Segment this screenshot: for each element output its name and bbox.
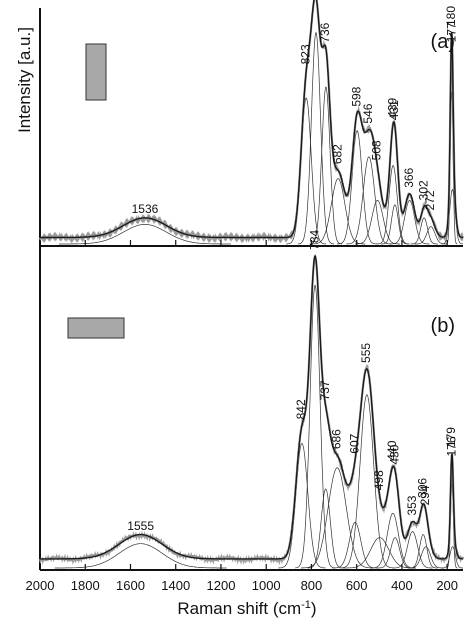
peak-label: 682 xyxy=(330,144,344,164)
inset-shape-wide xyxy=(67,317,125,339)
component-peak-780 xyxy=(297,31,335,245)
peak-label: 498 xyxy=(372,470,386,490)
component-peak-598 xyxy=(337,130,378,245)
component-peak-440 xyxy=(370,512,416,569)
component-peak-508 xyxy=(354,200,401,245)
fitted-envelope xyxy=(40,0,463,239)
component-peak-430 xyxy=(377,537,414,569)
peak-label: 736 xyxy=(318,22,332,42)
peak-label: 546 xyxy=(361,103,375,123)
component-peak-1536 xyxy=(59,224,231,245)
x-tick-label: 800 xyxy=(301,578,323,593)
component-peak-823 xyxy=(286,97,327,245)
x-tick-label: 1400 xyxy=(161,578,190,593)
peak-label: 306 xyxy=(415,478,429,498)
component-peak-842 xyxy=(278,442,326,569)
component-peak-272 xyxy=(414,226,448,245)
peak-label: 607 xyxy=(347,433,361,453)
y-axis-title: Intensity [a.u.] xyxy=(15,27,34,133)
x-tick-label: 1200 xyxy=(207,578,236,593)
peak-label: 598 xyxy=(349,86,363,106)
panel-label: (b) xyxy=(431,315,455,337)
component-peak-431 xyxy=(381,204,409,245)
peak-label: 686 xyxy=(329,429,343,449)
peak-label: 508 xyxy=(370,140,384,160)
component-peak-736 xyxy=(309,86,343,245)
component-peak-1555 xyxy=(54,543,227,569)
peak-label: 555 xyxy=(359,343,373,363)
peak-label: 823 xyxy=(298,44,312,64)
peak-label: 294 xyxy=(418,485,432,505)
component-peak-180 xyxy=(446,91,458,245)
component-peak-686 xyxy=(301,467,374,569)
component-peak-353 xyxy=(392,531,433,569)
peak-label: 272 xyxy=(423,190,437,210)
peak-label: 842 xyxy=(294,399,308,419)
component-peak-294 xyxy=(407,546,444,569)
peak-label: 1555 xyxy=(127,519,154,533)
component-peak-177 xyxy=(441,188,463,245)
fitted-envelope xyxy=(40,254,463,560)
x-tick-label: 200 xyxy=(436,578,458,593)
x-tick-label: 2000 xyxy=(26,578,55,593)
component-peak-439 xyxy=(376,164,410,245)
inset-shape-tall xyxy=(85,43,107,101)
peak-label: 179 xyxy=(444,427,458,447)
panel-a: 1536823780736682598546508439431366302272… xyxy=(38,0,464,245)
component-peak-555 xyxy=(339,394,394,569)
peak-label: 180 xyxy=(444,6,458,26)
component-peak-784 xyxy=(295,284,335,569)
x-axis-title: Raman shift (cm-1) xyxy=(177,599,316,618)
measured-spectrum xyxy=(38,255,464,566)
component-peak-302 xyxy=(410,217,438,245)
panel-label: (a) xyxy=(431,31,455,53)
peak-label: 784 xyxy=(307,229,321,249)
peak-label: 431 xyxy=(387,100,401,120)
peak-label: 366 xyxy=(402,167,416,187)
component-peak-546 xyxy=(346,156,392,245)
peak-label: 439 xyxy=(385,97,399,117)
peak-label: 177 xyxy=(445,22,459,42)
peak-label: 176 xyxy=(445,436,459,456)
peak-label: 737 xyxy=(318,380,332,400)
peak-label: 440 xyxy=(385,440,399,460)
component-peak-498 xyxy=(343,537,416,569)
component-peak-737 xyxy=(307,488,344,569)
x-tick-label: 600 xyxy=(346,578,368,593)
x-tick-label: 1600 xyxy=(116,578,145,593)
axes-frame xyxy=(39,8,463,571)
component-peak-176 xyxy=(441,546,463,569)
component-peak-607 xyxy=(332,522,378,569)
x-tick-label: 1000 xyxy=(252,578,281,593)
peak-label: 302 xyxy=(416,180,430,200)
component-peak-306 xyxy=(408,534,438,569)
component-peak-366 xyxy=(389,200,430,245)
peak-label: 1536 xyxy=(132,202,159,216)
x-tick-label: 400 xyxy=(391,578,413,593)
x-axis-ticks: 2000 1800 1600 1400 1200 1000 800 600 400 200 xyxy=(26,240,458,593)
x-tick-label: 1800 xyxy=(71,578,100,593)
peak-label: 353 xyxy=(405,495,419,515)
peak-label: 430 xyxy=(387,444,401,464)
